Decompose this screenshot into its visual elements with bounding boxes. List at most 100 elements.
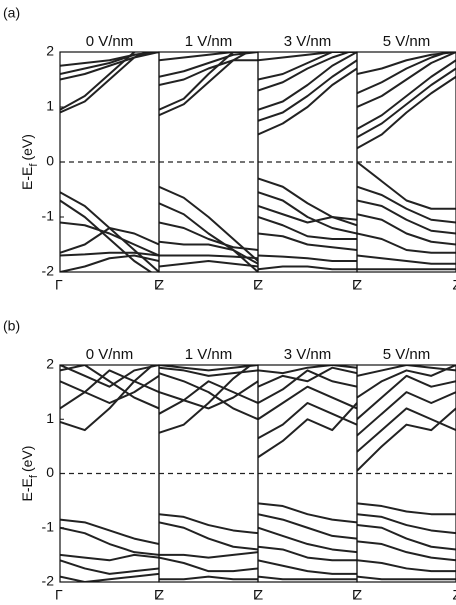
band-line [258,177,357,227]
band-line [60,254,159,272]
band-line [60,52,137,111]
bands [159,365,258,581]
x-tick-label: Γ [55,587,63,603]
band-line [357,374,456,421]
band-line [258,52,337,81]
y-label-part: E-E [19,167,35,190]
band-line [258,59,357,122]
band-line [357,524,456,551]
band-line [357,513,456,535]
band-line [258,502,357,524]
x-tick-label: Z [353,587,362,603]
panel-title: 5 V/nm [383,346,431,363]
y-label-sub: f [28,474,40,478]
y-axis-label: E-Ef (eV) [19,134,40,190]
band-line [258,401,357,440]
band-line [159,52,236,111]
y-tick-label: -1 [42,518,55,534]
band-line [60,221,159,257]
band-line [357,407,456,453]
band-line [159,260,258,268]
band-line [159,52,251,117]
panel-title: 5 V/nm [383,33,431,50]
panel-title: 1 V/nm [185,33,233,50]
band-line [60,518,159,545]
band-line [258,513,357,540]
y-tick-label: -2 [42,263,55,279]
panel-label: (b) [3,318,20,334]
band-line [159,59,258,86]
x-tick-label: Γ [253,587,261,603]
band-line [357,540,456,562]
band-line [60,369,159,410]
band-line [258,232,357,251]
band-line [357,575,456,581]
y-tick-label: 0 [46,464,54,480]
band-line [258,67,357,136]
y-tick-label: 2 [46,43,54,59]
x-tick-label: Z [254,277,263,293]
panel-title: 1 V/nm [185,346,233,363]
band-line [258,365,357,375]
x-tick-label: Z [155,587,164,603]
x-tick-label: Γ [253,277,261,293]
band-line [159,366,258,377]
band-line [159,254,258,260]
band-line [357,59,456,130]
band-line [159,372,258,421]
x-tick-label: Γ [352,587,360,603]
band-line [159,380,258,410]
band-line [60,365,159,388]
x-tick-label: Γ [352,277,360,293]
panel-title: 3 V/nm [284,33,332,50]
band-line [258,402,357,459]
y-label-part: E-E [19,478,35,501]
band-line [60,191,159,272]
x-tick-label: Γ [154,277,162,293]
y-tick-label: 0 [46,153,54,169]
band-line [60,375,159,404]
panel-title: 0 V/nm [86,33,134,50]
band-line [258,366,357,388]
band-line [60,553,159,562]
band-line [258,52,357,111]
band-line [60,227,159,254]
band-line [357,254,456,265]
band-line [159,365,258,372]
band-line [60,572,159,582]
band-line [258,191,357,235]
panel-frame [356,364,456,583]
band-line [357,365,456,377]
x-tick-label: Γ [154,587,162,603]
band-line [258,216,357,240]
band-line [159,52,258,78]
band-line [357,52,456,108]
band-line [258,205,357,224]
band-line [60,199,153,272]
y-label-part: (eV) [19,446,35,472]
y-tick-label: 1 [46,98,54,114]
band-line [60,251,159,257]
band-line [357,365,456,399]
band-line [159,513,258,535]
bands [258,365,357,581]
y-tick-label: -2 [42,573,55,589]
band-line [258,52,357,62]
band-line [258,254,357,262]
x-tick-label: Z [452,277,456,293]
band-line [357,391,456,437]
band-line [159,380,258,415]
y-tick-label: 1 [46,410,54,426]
bands [159,52,258,272]
band-line [258,52,352,92]
band-line [357,67,456,139]
band-line [258,385,357,421]
bands [357,52,456,271]
band-line [159,556,258,573]
x-tick-label: Γ [55,277,63,293]
band-line [258,559,357,575]
band-line [357,52,456,75]
band-line [258,575,357,581]
y-label-part: (eV) [19,134,35,160]
